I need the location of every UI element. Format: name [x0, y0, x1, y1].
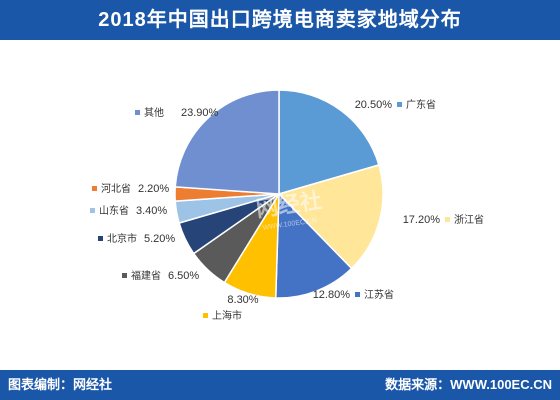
header-bar: 2018年中国出口跨境电商卖家地域分布 [0, 0, 560, 40]
pie-label-4: 上海市 8.30% [203, 294, 259, 322]
legend-marker [98, 236, 103, 241]
slice-name-label: 北京市 [107, 232, 137, 245]
slice-name-label: 其他 [144, 106, 164, 119]
legend-marker [445, 217, 450, 222]
page-title: 2018年中国出口跨境电商卖家地域分布 [98, 9, 462, 31]
legend-marker [397, 102, 402, 107]
legend-marker [92, 186, 97, 191]
pie-label-6: 北京市 5.20% [98, 232, 175, 245]
legend-marker [135, 110, 140, 115]
slice-name-label: 山东省 [99, 204, 129, 217]
slice-value-label: 6.50% [168, 270, 199, 282]
slice-value-label: 20.50% [355, 99, 393, 111]
slice-name-label: 江苏省 [364, 288, 394, 301]
slice-value-label: 23.90% [181, 107, 219, 119]
footer-bar: 图表编制：网经社 数据来源：WWW.100EC.CN [0, 370, 560, 400]
pie-labels: 广东省 20.50% 浙江省 17.20% 江苏省 12.80% 上海市 8.30% 福建省 6.… [90, 98, 484, 322]
pie-slice-2 [277, 164, 384, 270]
slice-name-label: 福建省 [131, 269, 161, 282]
legend-marker [355, 292, 360, 297]
pie-label-1: 广东省 20.50% [355, 98, 436, 111]
pie-slices [174, 89, 384, 299]
footer-source-left: 图表编制：网经社 [8, 377, 113, 392]
pie-slice-3 [274, 192, 353, 299]
pie-label-2: 浙江省 17.20% [403, 213, 484, 226]
legend-marker [90, 208, 95, 213]
slice-value-label: 8.30% [227, 294, 258, 306]
legend-marker [122, 273, 127, 278]
legend-marker [203, 313, 208, 318]
slice-name-label: 浙江省 [454, 213, 484, 226]
slice-name-label: 广东省 [406, 98, 436, 111]
slice-value-label: 2.20% [138, 183, 169, 195]
pie-label-9: 其他 23.90% [135, 106, 219, 119]
pie-slice-9 [174, 89, 280, 195]
footer-source-right: 数据来源：WWW.100EC.CN [385, 377, 552, 392]
pie-label-7: 山东省 3.40% [90, 204, 167, 217]
pie-label-3: 江苏省 12.80% [313, 288, 394, 301]
pie-label-5: 福建省 6.50% [122, 269, 199, 282]
pie-chart: 网经社 WWW.100EC.CN 广东省20.50%浙江省17.20%江苏省12… [90, 89, 484, 322]
slice-value-label: 5.20% [144, 233, 175, 245]
slice-value-label: 12.80% [313, 289, 351, 301]
slice-name-label: 河北省 [101, 182, 131, 195]
pie-label-8: 河北省 2.20% [92, 182, 169, 195]
pie-slice-1 [278, 89, 380, 195]
slice-name-label: 上海市 [212, 309, 242, 322]
slice-value-label: 3.40% [136, 205, 167, 217]
slice-value-label: 17.20% [403, 214, 441, 226]
